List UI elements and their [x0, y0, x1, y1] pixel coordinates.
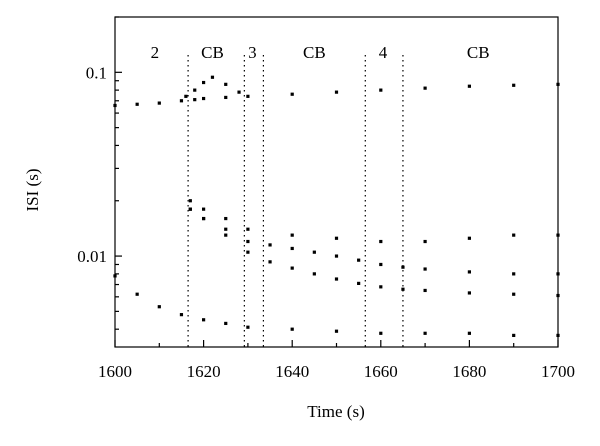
x-axis-ticks: 1600 1620 1640 1660 1680 1700 — [98, 340, 575, 381]
x-axis-label: Time (s) — [307, 402, 364, 421]
y-axis-ticks: 0.01 0.1 — [77, 16, 122, 330]
data-point — [290, 327, 294, 331]
data-point — [334, 329, 339, 333]
region-label: CB — [201, 43, 224, 62]
data-point — [401, 287, 405, 291]
region-label: CB — [467, 43, 490, 62]
data-point — [246, 325, 250, 329]
region-labels: 2 CB 3 CB 4 CB — [151, 43, 490, 62]
data-point — [334, 254, 339, 258]
region-label: 4 — [379, 43, 388, 62]
data-point — [334, 277, 339, 281]
data-point — [184, 94, 188, 98]
data-point — [188, 207, 192, 211]
data-point — [224, 82, 228, 86]
data-point — [467, 236, 471, 240]
data-point — [379, 262, 383, 267]
data-point — [202, 207, 206, 211]
data-point — [246, 227, 250, 231]
data-point — [193, 88, 197, 92]
data-point — [135, 102, 139, 106]
data-point — [157, 305, 161, 309]
data-point — [467, 84, 471, 88]
data-point — [224, 227, 228, 231]
data-point — [188, 199, 192, 203]
data-point — [312, 272, 316, 276]
data-point — [268, 260, 272, 264]
y-tick-label: 0.01 — [77, 247, 107, 266]
data-point — [202, 96, 206, 101]
x-tick-label: 1700 — [541, 362, 575, 381]
data-point — [512, 292, 516, 296]
data-point — [224, 216, 228, 221]
data-point — [237, 90, 241, 94]
data-point — [246, 250, 250, 254]
data-point — [423, 239, 427, 244]
data-point — [512, 333, 516, 338]
data-point — [423, 288, 427, 293]
data-point — [224, 95, 228, 100]
data-point — [467, 331, 471, 335]
data-point — [467, 291, 471, 295]
data-point — [379, 239, 383, 244]
data-point — [290, 233, 294, 237]
data-point — [423, 86, 427, 90]
data-point — [157, 101, 161, 105]
data-point — [512, 83, 516, 87]
data-point — [179, 99, 184, 103]
region-label: CB — [303, 43, 326, 62]
data-point — [401, 265, 405, 269]
region-label: 2 — [151, 43, 160, 62]
data-point — [202, 216, 206, 221]
data-point — [135, 292, 139, 296]
data-point — [290, 92, 294, 96]
data-point — [224, 321, 228, 326]
plot-frame — [114, 16, 559, 348]
plot-marks — [113, 75, 560, 338]
data-point — [379, 331, 383, 335]
data-point — [193, 98, 197, 102]
data-point — [423, 331, 427, 335]
data-point — [202, 318, 206, 322]
region-label: 3 — [248, 43, 257, 62]
data-point — [379, 285, 383, 289]
data-point — [290, 266, 294, 270]
x-tick-label: 1640 — [275, 362, 309, 381]
data-point — [202, 80, 206, 85]
data-point — [467, 270, 471, 274]
data-point — [334, 236, 339, 240]
data-point — [268, 243, 272, 247]
data-point — [179, 313, 184, 317]
data-point — [512, 233, 516, 237]
data-point — [246, 239, 250, 244]
data-point — [224, 233, 228, 237]
x-tick-label: 1660 — [364, 362, 398, 381]
region-dividers — [187, 55, 404, 347]
data-point — [423, 267, 427, 271]
data-point — [379, 88, 383, 92]
data-point — [512, 272, 516, 276]
data-point — [246, 94, 250, 98]
data-point — [290, 246, 294, 251]
x-tick-label: 1600 — [98, 362, 132, 381]
x-tick-label: 1620 — [187, 362, 221, 381]
data-point — [334, 90, 339, 94]
y-axis-label: ISI (s) — [23, 169, 42, 212]
data-point — [312, 250, 316, 254]
data-point — [357, 258, 361, 262]
data-point — [210, 75, 215, 79]
data-point — [357, 281, 361, 285]
y-tick-label: 0.1 — [86, 63, 107, 82]
x-tick-label: 1680 — [452, 362, 486, 381]
